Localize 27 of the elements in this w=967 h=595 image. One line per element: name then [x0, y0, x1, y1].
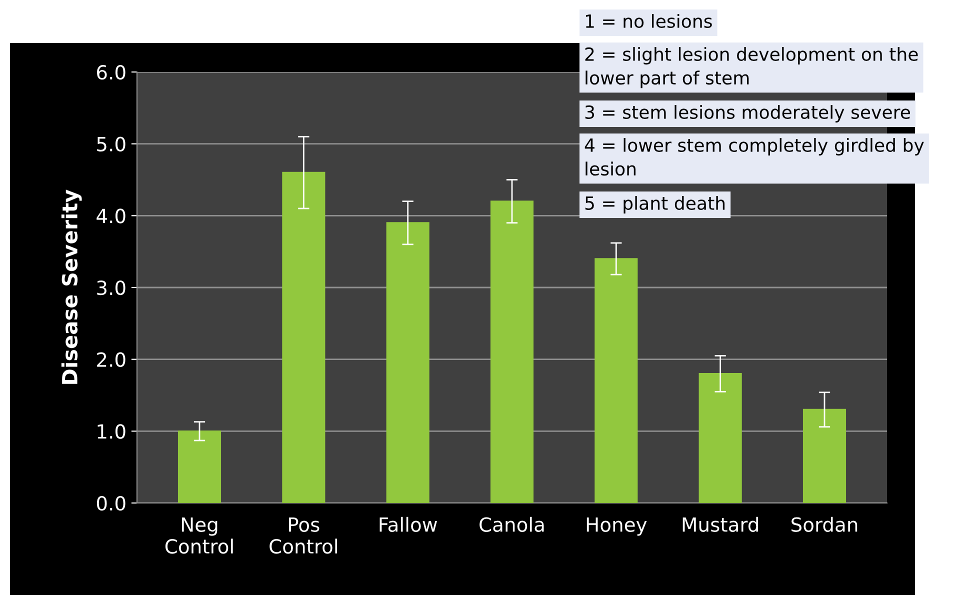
- bar: [802, 408, 846, 503]
- y-tick-label: 1.0: [98, 424, 126, 439]
- bar: [282, 172, 326, 503]
- bar: [178, 430, 222, 503]
- bar: [490, 200, 534, 503]
- annotation: 3 = stem lesions moderately severe: [585, 105, 910, 122]
- y-tick-label: 3.0: [97, 280, 126, 296]
- x-tick-label: Pos Control: [270, 517, 337, 554]
- bar: [594, 258, 638, 503]
- annotation: 4 = lower stem completely girdled by lesion: [584, 138, 924, 176]
- x-tick-label: Neg Control: [165, 517, 233, 554]
- y-tick-label: 5.0: [97, 136, 126, 152]
- y-tick-label: 4.0: [96, 208, 126, 224]
- annotation: 2 = slight lesion development on the lower part of stem: [585, 47, 918, 88]
- x-tick-label: Honey: [586, 517, 647, 536]
- y-axis-title: Disease Severity: [61, 190, 82, 384]
- y-tick-label: 0.0: [96, 496, 126, 511]
- bar: [698, 373, 742, 503]
- text: 1 = no lesions: [586, 14, 712, 28]
- x-tick-label: Canola: [480, 516, 544, 532]
- x-tick-label: Mustard: [682, 516, 758, 532]
- y-tick-label: 2.0: [97, 352, 126, 367]
- y-tick-label: 6.0: [97, 64, 126, 80]
- x-tick-label: Sordan: [792, 516, 858, 532]
- x-tick-label: Fallow: [380, 516, 437, 532]
- annotation: 5 = plant death: [585, 196, 725, 214]
- bar: [386, 222, 430, 503]
